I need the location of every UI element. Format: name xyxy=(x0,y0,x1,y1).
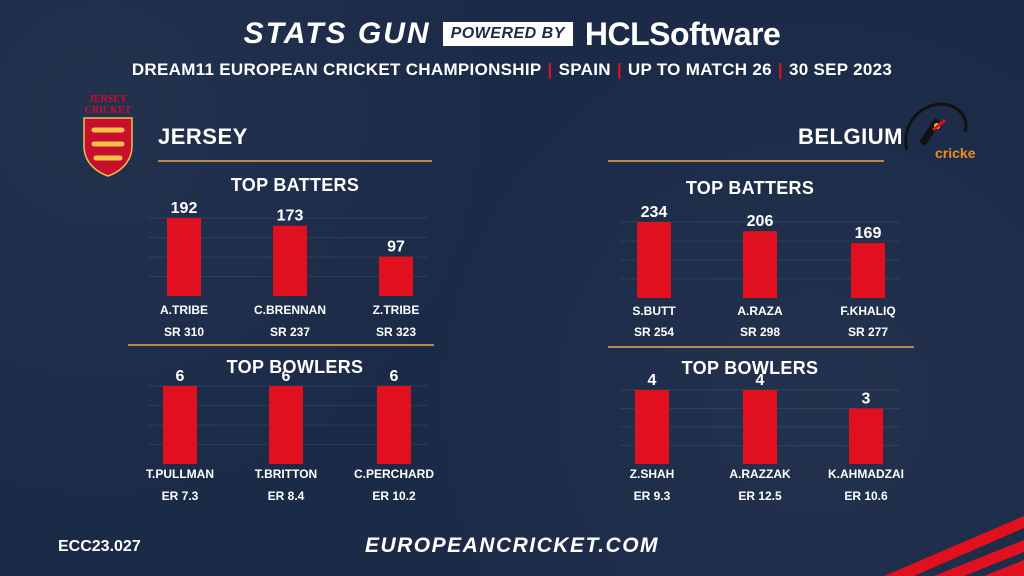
bar xyxy=(379,256,413,296)
powered-by-badge: POWERED BY xyxy=(442,22,573,46)
player-name-label: A.RAZZAK xyxy=(729,467,791,481)
chart-belgium-batters: 234 S.BUTT SR 254 206 A.RAZA SR 298 169 F.KHALI… xyxy=(600,198,910,344)
player-name-label: K.AHMADZAI xyxy=(828,467,904,481)
bar-value-label: 6 xyxy=(176,368,185,385)
bar xyxy=(743,390,777,464)
subtitle-matches: UP TO MATCH 26 xyxy=(627,60,772,79)
bar-value-label: 4 xyxy=(648,372,657,389)
section-title-belgium-bowlers: TOP BOWLERS xyxy=(681,358,819,378)
player-name-label: A.RAZA xyxy=(737,304,783,318)
bar xyxy=(851,243,885,298)
bar-value-label: 234 xyxy=(641,204,668,221)
player-name-label: Z.TRIBE xyxy=(373,303,420,317)
bar xyxy=(849,408,883,464)
player-rate-label: SR 310 xyxy=(164,325,204,339)
bar xyxy=(637,222,671,298)
player-rate-label: ER 12.5 xyxy=(738,489,782,503)
subtitle-competition: DREAM11 EUROPEAN CRICKET CHAMPIONSHIP xyxy=(131,60,542,79)
bar xyxy=(743,231,777,298)
bar-value-label: 169 xyxy=(855,225,882,242)
player-name-label: C.BRENNAN xyxy=(254,303,326,317)
player-rate-label: ER 10.6 xyxy=(844,489,888,503)
player-rate-label: SR 254 xyxy=(634,325,674,339)
belgium-logo-text: cricket belgium xyxy=(935,145,975,161)
bar-value-label: 6 xyxy=(282,368,291,385)
header: STATS GUN POWERED BY HCLSoftware DREAM11… xyxy=(0,14,1024,80)
bar-value-label: 6 xyxy=(390,368,399,385)
player-rate-label: SR 237 xyxy=(270,325,310,339)
belgium-logo: cricket belgium xyxy=(895,98,1024,178)
graphic-code: ECC23.027 xyxy=(58,538,141,555)
player-name-label: S.BUTT xyxy=(632,304,676,318)
subtitle-separator: | xyxy=(616,60,622,79)
bar xyxy=(167,218,201,296)
player-rate-label: SR 277 xyxy=(848,325,888,339)
bar xyxy=(163,386,197,464)
section-title-jersey-batters: TOP BATTERS xyxy=(230,175,360,195)
bar-value-label: 4 xyxy=(756,372,765,389)
decorative-stripes xyxy=(824,506,1024,576)
bar-value-label: 97 xyxy=(387,239,405,256)
player-rate-label: ER 10.2 xyxy=(372,489,416,503)
subtitle-separator: | xyxy=(777,60,783,79)
brand-title: STATS GUN xyxy=(243,17,431,50)
bar-value-label: 192 xyxy=(171,200,198,217)
player-rate-label: ER 8.4 xyxy=(268,489,305,503)
player-rate-label: SR 323 xyxy=(376,325,416,339)
section-title-jersey-bowlers: TOP BOWLERS xyxy=(226,357,364,377)
section-title-belgium-batters: TOP BATTERS xyxy=(685,178,815,198)
player-name-label: Z.SHAH xyxy=(630,467,675,481)
bar xyxy=(635,390,669,464)
chart-jersey-batters: 192 A.TRIBE SR 310 173 C.BRENNAN SR 237 97 Z.TR… xyxy=(128,196,438,344)
bar-value-label: 3 xyxy=(862,391,871,408)
brand-row: STATS GUN POWERED BY HCLSoftware xyxy=(0,14,1024,54)
player-name-label: T.BRITTON xyxy=(255,467,317,481)
divider-jersey-header xyxy=(158,160,432,162)
player-name-label: F.KHALIQ xyxy=(840,304,895,318)
bar-value-label: 173 xyxy=(277,208,304,225)
jersey-shield-icon xyxy=(83,117,133,177)
subtitle: DREAM11 EUROPEAN CRICKET CHAMPIONSHIP | … xyxy=(0,60,1024,80)
bar xyxy=(269,386,303,464)
player-name-label: T.PULLMAN xyxy=(146,467,214,481)
sponsor-logo: HCLSoftware xyxy=(584,15,781,52)
player-rate-label: SR 298 xyxy=(740,325,780,339)
chart-belgium-bowlers: 4 Z.SHAH ER 9.3 4 A.RAZZAK ER 12.5 3 K.AHMADZAI… xyxy=(600,372,910,508)
website-url: EUROPEANCRICKET.COM xyxy=(364,534,660,557)
divider-belgium-middle xyxy=(608,346,914,348)
player-rate-label: ER 9.3 xyxy=(634,489,671,503)
player-rate-label: ER 7.3 xyxy=(162,489,199,503)
divider-jersey-middle xyxy=(128,344,434,346)
subtitle-venue: SPAIN xyxy=(558,60,611,79)
jersey-logo-text: JERSEY CRICKET xyxy=(84,94,132,116)
player-name-label: C.PERCHARD xyxy=(354,467,434,481)
jersey-logo: JERSEY CRICKET xyxy=(80,94,136,183)
bar xyxy=(273,225,307,296)
bar-value-label: 206 xyxy=(747,213,774,230)
team-name-belgium: BELGIUM xyxy=(798,124,903,149)
team-name-jersey: JERSEY xyxy=(158,124,248,149)
subtitle-date: 30 SEP 2023 xyxy=(788,60,893,79)
bar xyxy=(377,386,411,464)
chart-jersey-bowlers: 6 T.PULLMAN ER 7.3 6 T.BRITTON ER 8.4 6 C.PERCH… xyxy=(128,368,438,508)
divider-belgium-header xyxy=(608,160,884,162)
belgium-cricket-icon: cricket belgium xyxy=(904,102,1024,161)
player-name-label: A.TRIBE xyxy=(160,303,208,317)
subtitle-separator: | xyxy=(547,60,553,79)
